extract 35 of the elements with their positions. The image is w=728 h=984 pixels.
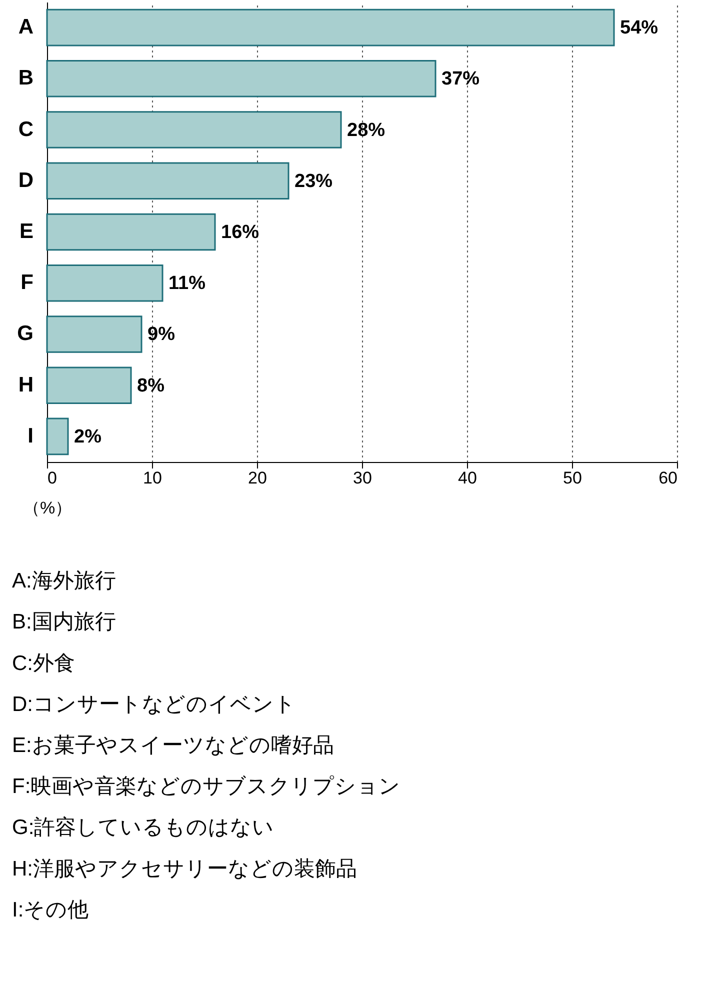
y-tick-label: F	[20, 271, 34, 294]
data-label: 8%	[137, 375, 165, 396]
data-label: 9%	[148, 324, 176, 346]
text: I:その他	[12, 898, 89, 922]
text: H:洋服やアクセサリーなどの装飾品	[12, 857, 357, 880]
data-label: 37%	[442, 68, 480, 90]
y-tick-label: B	[18, 66, 34, 90]
x-tick-label: 40	[458, 468, 477, 488]
y-tick-label: E	[19, 220, 34, 243]
x-tick-label: 20	[248, 468, 267, 488]
text: C:外食	[12, 652, 75, 675]
data-label: 11%	[168, 273, 206, 294]
text: F:映画や音楽などのサブスクリプション	[12, 775, 401, 798]
text: G:許容しているものはない	[12, 816, 274, 840]
data-label: 54%	[620, 18, 658, 39]
y-tick-label: G	[17, 322, 34, 346]
x-tick-label: 10	[143, 468, 162, 488]
data-label: 23%	[294, 170, 333, 192]
text: D:コンサートなどのイベント	[12, 692, 296, 716]
y-tick-label: A	[18, 16, 34, 39]
y-tick-label: I	[28, 424, 34, 448]
x-tick-label: 30	[353, 468, 372, 488]
y-tick-label: D	[18, 168, 34, 192]
text: A:海外旅行	[12, 570, 116, 593]
y-tick-label: H	[18, 373, 34, 396]
text: B:国内旅行	[12, 610, 116, 634]
data-label: 28%	[347, 120, 386, 141]
data-label: 16%	[221, 222, 260, 243]
x-tick-label: 60	[658, 468, 678, 488]
text: E:お菓子やスイーツなどの嗜好品	[12, 734, 334, 757]
x-tick-label: 0	[48, 468, 57, 488]
x-tick-label: 50	[563, 468, 582, 488]
y-tick-label: C	[18, 118, 34, 141]
x-axis-title: （%）	[22, 498, 72, 518]
data-label: 2%	[74, 426, 102, 448]
